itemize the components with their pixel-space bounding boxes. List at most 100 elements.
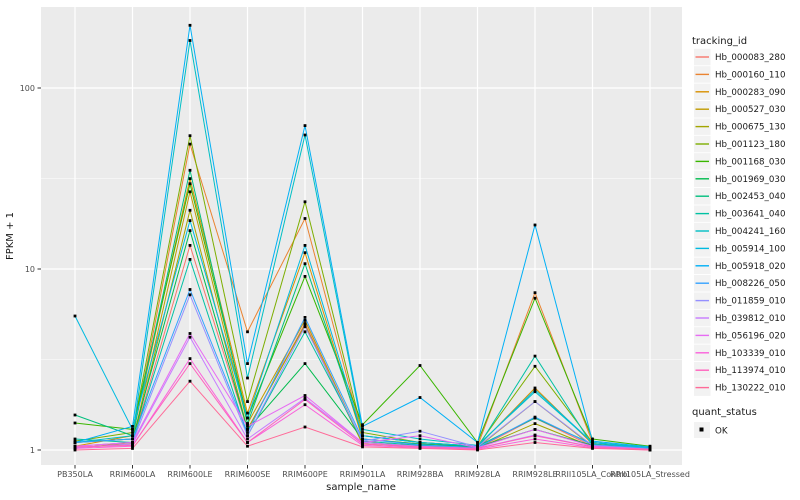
data-point xyxy=(303,133,307,137)
legend-entry: Hb_003641_040 xyxy=(694,205,785,222)
legend-entry: Hb_000675_130 xyxy=(694,118,785,135)
legend-quant-status: OK xyxy=(694,422,728,438)
legend-entry: Hb_103339_010 xyxy=(694,344,785,362)
data-point xyxy=(188,208,192,212)
data-point xyxy=(361,425,364,428)
data-point xyxy=(303,425,307,429)
legend-entry-label: Hb_000160_110 xyxy=(715,70,785,80)
data-point xyxy=(73,413,77,417)
data-point xyxy=(246,434,249,438)
data-point xyxy=(246,437,249,441)
data-point xyxy=(131,425,134,428)
legend-entry: Hb_005914_100 xyxy=(694,240,785,257)
data-point xyxy=(246,376,249,380)
y-tick-label: 10 xyxy=(25,265,35,274)
data-point xyxy=(73,448,77,452)
legend-entry-label: Hb_008226_050 xyxy=(715,279,785,289)
data-point xyxy=(246,428,249,431)
data-point xyxy=(131,428,134,431)
data-point xyxy=(131,434,134,438)
y-axis-title: FPKM + 1 xyxy=(5,212,16,260)
data-point xyxy=(303,244,307,247)
legend-tracking-id: Hb_000083_280 Hb_000160_110 Hb_000283_090 H… xyxy=(694,48,785,396)
data-point xyxy=(533,354,537,358)
data-point xyxy=(73,445,77,449)
legend-entry: Hb_000283_090 xyxy=(694,83,785,101)
data-point xyxy=(533,296,537,300)
legend-entry-label: Hb_003641_040 xyxy=(715,210,785,220)
data-point xyxy=(188,39,192,42)
data-point xyxy=(73,441,77,444)
legend-entry-label: Hb_113974_010 xyxy=(715,366,785,376)
x-tick-label: RRIM600SE xyxy=(225,470,271,479)
data-point xyxy=(533,386,537,390)
data-point xyxy=(591,439,594,443)
data-point xyxy=(591,447,594,450)
data-point xyxy=(476,447,479,450)
data-point xyxy=(418,447,422,450)
x-tick-label: RRIM928BA xyxy=(397,470,444,479)
legend-entry: Hb_001123_180 xyxy=(694,135,785,153)
data-point xyxy=(188,258,192,261)
legend-entry-label: Hb_000675_130 xyxy=(715,123,785,133)
legend-shape-item-label: OK xyxy=(715,427,728,437)
data-point xyxy=(303,316,307,319)
legend-entry-label: Hb_000083_280 xyxy=(715,53,785,63)
data-point xyxy=(246,362,249,365)
x-tick-label: RRIM901LA xyxy=(340,470,386,479)
data-point xyxy=(303,394,307,397)
x-tick-label: RRIM928LA xyxy=(455,470,501,479)
data-point xyxy=(303,323,307,327)
data-point xyxy=(188,332,192,335)
legend-entry: Hb_000083_280 xyxy=(694,48,785,66)
data-point xyxy=(533,441,537,444)
legend-color-title: tracking_id xyxy=(692,36,747,47)
data-point xyxy=(361,428,364,431)
legend-entry-label: Hb_001168_030 xyxy=(715,157,785,167)
data-point xyxy=(303,322,307,325)
data-point xyxy=(188,288,192,291)
data-point xyxy=(246,330,249,334)
data-point xyxy=(131,431,134,434)
data-point xyxy=(246,422,249,425)
legend-entry: Hb_001168_030 xyxy=(694,153,785,170)
data-point xyxy=(533,434,537,438)
legend-entry: Hb_005918_020 xyxy=(694,257,785,275)
data-point xyxy=(418,434,422,438)
legend-entry-label: Hb_004241_160 xyxy=(715,227,785,237)
data-point xyxy=(188,229,192,232)
data-point xyxy=(418,445,422,449)
legend-entry-label: Hb_000527_030 xyxy=(715,105,785,115)
axis-layer: PB350LA RRIM600LA RRIM600LE RRIM600SE RRIM60… xyxy=(20,84,690,479)
data-point xyxy=(188,379,192,383)
data-point xyxy=(361,423,364,427)
legend-shape-title: quant_status xyxy=(692,407,757,418)
x-tick-label: RRII105LA_Stressed xyxy=(610,470,690,479)
legend-entry: Hb_000527_030 xyxy=(694,101,785,118)
x-tick-label: RRII105LA_Control xyxy=(555,470,629,479)
data-point xyxy=(648,448,652,452)
data-point xyxy=(303,217,307,220)
data-point xyxy=(188,219,192,222)
data-point xyxy=(303,319,307,322)
legend-entry-label: Hb_039812_010 xyxy=(715,314,785,324)
legend-entry: Hb_056196_020 xyxy=(694,327,785,344)
data-point xyxy=(246,411,249,415)
data-point-layer xyxy=(73,23,652,452)
legend-entry: Hb_001969_030 xyxy=(694,170,785,188)
data-point xyxy=(303,275,307,278)
data-point xyxy=(303,398,307,401)
data-point xyxy=(533,390,537,394)
data-point xyxy=(533,428,537,431)
gridline-layer xyxy=(41,7,682,465)
x-tick-label: PB350LA xyxy=(57,470,93,479)
data-point xyxy=(188,142,192,146)
data-point xyxy=(476,441,479,444)
legend-entry-label: Hb_002453_040 xyxy=(715,192,785,202)
data-point xyxy=(418,443,422,447)
x-tick-label: RRIM600PE xyxy=(282,470,328,479)
data-point xyxy=(533,388,537,392)
data-point xyxy=(533,422,537,425)
data-point xyxy=(246,425,249,428)
legend-entry: Hb_130222_010 xyxy=(694,379,785,396)
